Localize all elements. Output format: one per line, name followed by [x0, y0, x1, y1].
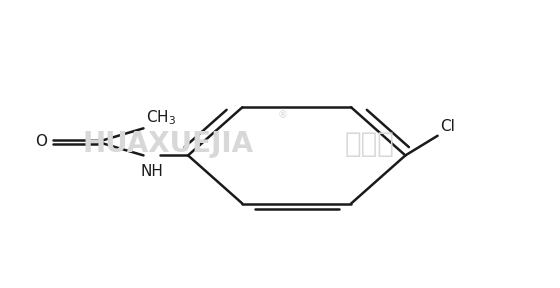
- Text: HUAXUEJIA: HUAXUEJIA: [83, 130, 254, 158]
- Text: 化学加: 化学加: [344, 130, 394, 158]
- Text: ®: ®: [278, 111, 288, 120]
- Text: CH$_3$: CH$_3$: [146, 108, 176, 127]
- Text: NH: NH: [141, 164, 164, 179]
- Text: O: O: [35, 134, 48, 149]
- Text: Cl: Cl: [440, 119, 455, 134]
